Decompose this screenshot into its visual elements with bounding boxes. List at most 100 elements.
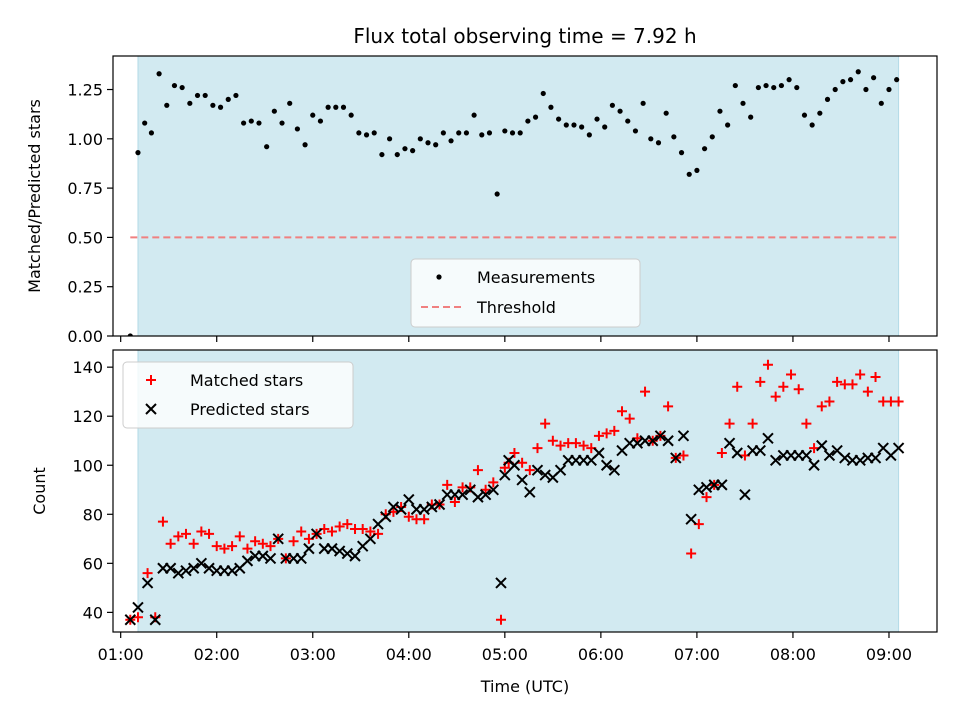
predicted-point — [508, 459, 521, 471]
measurement-point — [609, 102, 615, 108]
matched-point — [609, 425, 620, 436]
x-tick-label: 09:00 — [866, 645, 912, 664]
measurement-point — [886, 86, 892, 93]
measurement-point — [786, 77, 792, 83]
x-tick-label: 03:00 — [290, 645, 336, 664]
axes-frame — [112, 349, 938, 633]
matched-point — [847, 379, 858, 390]
predicted-point — [403, 493, 415, 506]
measurement-point — [302, 142, 308, 148]
measurement-point — [256, 120, 262, 126]
matched-point — [770, 391, 781, 402]
measurement-point — [701, 146, 708, 152]
measurement-point — [840, 79, 846, 85]
y-tick-label: 140 — [72, 358, 103, 377]
predicted-point — [264, 552, 277, 565]
measurement-point — [563, 122, 569, 128]
predicted-point — [172, 567, 185, 579]
measurement-point — [479, 132, 485, 138]
matched-point — [755, 376, 766, 387]
matched-point — [509, 447, 520, 458]
predicted-point — [647, 435, 659, 447]
measurement-point — [824, 96, 831, 102]
matched-point — [601, 428, 612, 439]
measurement-point — [755, 84, 761, 91]
measurement-point — [602, 124, 608, 130]
measurement-point — [271, 108, 277, 114]
measurement-point — [317, 118, 324, 124]
plot-area — [124, 359, 905, 626]
measurement-point — [540, 90, 546, 97]
measurement-point — [471, 112, 477, 118]
measurement-point — [371, 130, 377, 136]
measurement-point — [363, 132, 370, 138]
measurement-point — [847, 77, 854, 83]
matched-point — [555, 440, 566, 451]
matched-point — [716, 447, 727, 458]
measurement-point — [894, 77, 900, 83]
predicted-point — [341, 547, 354, 560]
predicted-point — [524, 486, 536, 498]
measurement-point — [663, 110, 669, 116]
measurement-point — [579, 124, 585, 130]
measurement-point — [494, 191, 500, 197]
measurement-point — [294, 126, 300, 132]
matched-point — [173, 531, 184, 542]
measurement-point — [248, 118, 254, 124]
matched-point — [449, 497, 460, 508]
measurement-point — [202, 92, 208, 99]
predicted-point — [854, 454, 866, 467]
predicted-point — [456, 488, 469, 501]
matched-point — [342, 519, 353, 530]
measurement-point — [164, 102, 170, 108]
measurement-point — [463, 130, 470, 136]
predicted-point — [516, 474, 528, 486]
measurement-point — [241, 120, 247, 126]
x-axis-label: Time (UTC) — [480, 677, 569, 696]
measurement-point — [217, 104, 224, 110]
matched-point — [365, 526, 376, 537]
predicted-point — [677, 430, 690, 442]
predicted-point — [364, 533, 377, 545]
legend: Measurements Threshold — [410, 258, 641, 328]
y-axis-label: Count — [30, 467, 49, 515]
measurement-point — [517, 130, 523, 136]
predicted-point — [593, 447, 605, 459]
predicted-point — [418, 503, 430, 516]
predicted-point — [349, 550, 361, 562]
measurement-point — [279, 120, 285, 126]
predicted-point — [180, 564, 192, 577]
y-tick-label: 40 — [83, 603, 103, 622]
measurement-point — [456, 130, 462, 136]
measurement-point — [748, 114, 754, 120]
measurement-point — [410, 148, 416, 154]
matched-point — [732, 381, 743, 392]
x-tick-label: 06:00 — [578, 645, 624, 664]
matched-point — [624, 413, 635, 424]
predicted-point — [823, 449, 836, 462]
matched-point — [824, 396, 835, 407]
matched-point — [532, 443, 543, 454]
measurement-point — [156, 71, 162, 77]
matched-point — [678, 450, 689, 461]
matched-point — [540, 418, 551, 429]
matched-point — [809, 443, 820, 454]
measurement-point — [625, 118, 631, 124]
matched-point — [663, 401, 674, 412]
measurement-point — [325, 104, 331, 110]
measurement-point — [686, 171, 692, 177]
measurement-point — [817, 110, 823, 116]
predicted-point — [539, 469, 551, 481]
ratio-panel: 0.00 0.25 0.50 0.75 1.00 1.25 Matched/Predicte… — [25, 55, 938, 346]
predicted-point — [723, 437, 736, 449]
matched-point — [778, 381, 789, 392]
matched-point — [234, 531, 245, 542]
measurement-point — [440, 130, 446, 136]
predicted-point — [272, 533, 284, 545]
matched-point — [442, 479, 453, 490]
predicted-point — [241, 555, 254, 567]
matched-point — [616, 406, 627, 417]
matched-point — [816, 401, 827, 412]
y-tick-label: 0.00 — [67, 327, 103, 346]
measurement-point — [801, 112, 808, 118]
